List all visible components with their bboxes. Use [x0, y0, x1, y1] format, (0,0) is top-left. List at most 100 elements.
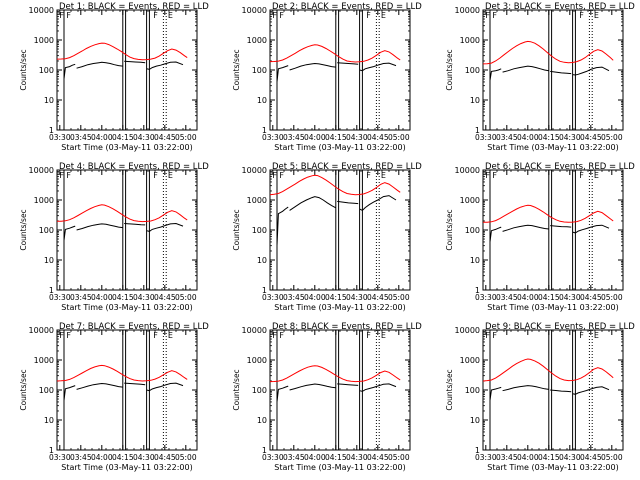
- events-series-line: [76, 61, 123, 69]
- panel-title: Det 4: BLACK = Events, RED = LLD: [59, 162, 209, 172]
- x-tick-label: 04:45: [367, 293, 389, 302]
- x-tick-label: 04:45: [367, 133, 389, 142]
- y-tick-label: 1000: [34, 36, 54, 45]
- events-series-line: [572, 386, 610, 395]
- x-tick-label: 03:30: [49, 293, 71, 302]
- x-tick-label: 04:00: [91, 453, 113, 462]
- x-tick-label: 03:30: [262, 293, 284, 302]
- flag-label: F: [66, 11, 71, 20]
- y-tick-label: 1: [262, 126, 267, 135]
- x-tick-label: 04:15: [325, 293, 347, 302]
- y-tick-label: 10000: [455, 326, 480, 335]
- events-series-line: [572, 66, 610, 76]
- events-series-line: [146, 222, 184, 232]
- x-tick-label: 03:45: [70, 293, 92, 302]
- y-axis-label: Counts/sec: [445, 49, 454, 90]
- flag-label: F: [579, 11, 584, 20]
- flag-label: F: [366, 331, 371, 340]
- x-tick-label: 03:30: [49, 133, 71, 142]
- x-tick-label: 04:30: [346, 453, 368, 462]
- x-tick-label: 03:30: [475, 133, 497, 142]
- events-series-line: [337, 62, 359, 65]
- flag-label: F: [279, 171, 284, 180]
- flag-label: F: [66, 171, 71, 180]
- x-axis-label: Start Time (03-May-11 03:22:00): [487, 143, 618, 152]
- plot-frame: [56, 9, 198, 131]
- x-tick-label: 04:15: [538, 453, 560, 462]
- x-tick-label: 03:45: [70, 133, 92, 142]
- events-series-line: [76, 223, 123, 231]
- y-tick-label: 1000: [460, 196, 480, 205]
- y-tick-label: 100: [39, 226, 54, 235]
- y-tick-label: 1: [49, 286, 54, 295]
- x-tick-label: 04:30: [559, 453, 581, 462]
- y-tick-label: 10000: [242, 166, 267, 175]
- flag-label: F: [272, 11, 277, 20]
- events-series-line: [337, 383, 359, 386]
- x-tick-label: 03:45: [283, 293, 305, 302]
- y-axis-label: Counts/sec: [232, 209, 241, 250]
- flag-label: E: [594, 331, 599, 340]
- y-tick-label: 1000: [247, 196, 267, 205]
- x-tick-label: 04:45: [154, 453, 176, 462]
- y-tick-label: 10000: [455, 166, 480, 175]
- plot-frame: [269, 169, 411, 291]
- flag-label: E: [168, 11, 173, 20]
- flag-label: F: [366, 11, 371, 20]
- lld-series-line: [56, 42, 188, 61]
- plot-frame: [482, 9, 624, 131]
- x-tick-label: 04:30: [346, 133, 368, 142]
- y-tick-label: 10: [470, 96, 480, 105]
- y-tick-label: 100: [252, 386, 267, 395]
- y-axis-label: Counts/sec: [445, 209, 454, 250]
- y-tick-label: 100: [465, 66, 480, 75]
- y-tick-label: 1: [475, 286, 480, 295]
- x-tick-label: 04:30: [133, 453, 155, 462]
- flag-label: F: [492, 331, 497, 340]
- x-axis-label: Start Time (03-May-11 03:22:00): [487, 463, 618, 472]
- flag-label: F: [272, 331, 277, 340]
- x-axis-label: Start Time (03-May-11 03:22:00): [274, 143, 405, 152]
- y-tick-label: 100: [39, 66, 54, 75]
- y-axis-label: Counts/sec: [445, 369, 454, 410]
- events-series-line: [489, 226, 502, 242]
- events-series-line: [276, 206, 289, 246]
- y-axis-label: Counts/sec: [232, 369, 241, 410]
- events-series-line: [359, 195, 397, 212]
- x-tick-label: 05:00: [388, 133, 410, 142]
- x-tick-label: 04:30: [346, 293, 368, 302]
- flag-label: F: [59, 331, 64, 340]
- x-tick-label: 05:00: [175, 293, 197, 302]
- flag-label: E: [381, 171, 386, 180]
- flag-label: F: [153, 331, 158, 340]
- y-tick-label: 1000: [460, 36, 480, 45]
- flag-label: E: [381, 331, 386, 340]
- x-tick-label: 03:45: [283, 133, 305, 142]
- y-tick-label: 1: [262, 446, 267, 455]
- events-series-line: [124, 223, 146, 226]
- flag-label: F: [579, 171, 584, 180]
- y-tick-label: 1000: [34, 356, 54, 365]
- x-tick-label: 05:00: [601, 293, 623, 302]
- events-series-line: [276, 65, 289, 82]
- flag-label: F: [279, 331, 284, 340]
- y-tick-label: 10: [257, 256, 267, 265]
- y-tick-label: 10: [470, 256, 480, 265]
- x-tick-label: 04:30: [133, 133, 155, 142]
- panel-title: Det 6: BLACK = Events, RED = LLD: [485, 162, 635, 172]
- y-axis-label: Counts/sec: [19, 49, 28, 90]
- x-tick-label: 04:45: [154, 293, 176, 302]
- x-tick-label: 03:30: [262, 453, 284, 462]
- x-tick-label: 04:45: [580, 453, 602, 462]
- x-axis-label: Start Time (03-May-11 03:22:00): [61, 303, 192, 312]
- x-tick-label: 03:45: [70, 453, 92, 462]
- flag-label: F: [485, 11, 490, 20]
- events-series-line: [550, 225, 572, 228]
- lld-series-line: [56, 204, 188, 223]
- events-series-line: [146, 382, 184, 392]
- flag-label: F: [59, 171, 64, 180]
- lld-series-line: [269, 365, 401, 383]
- x-tick-label: 04:00: [304, 293, 326, 302]
